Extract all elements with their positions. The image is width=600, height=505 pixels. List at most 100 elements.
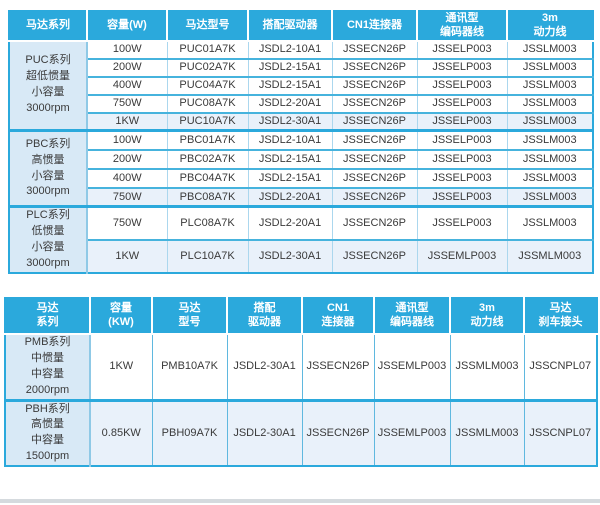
data-cell: JSDL2-15A1 <box>247 57 332 77</box>
series-cell: PUC系列 超低惯量 小容量 3000rpm <box>9 39 88 131</box>
data-cell: JSDL2-20A1 <box>247 186 332 207</box>
data-cell: 100W <box>86 129 167 150</box>
table-row: PBC系列 高惯量 小容量 3000rpm 100W PBC01A7K JSDL2-1… <box>9 129 593 207</box>
table-row: PLC系列 低惯量 小容量 3000rpm 750W PLC08A7K JSDL2-2… <box>9 204 593 273</box>
data-cell: JSDL2-10A1 <box>247 129 332 150</box>
column-header: 通讯型 编码器线 <box>416 11 507 42</box>
data-cell: 750W <box>86 186 167 207</box>
data-cell: 0.85KW <box>89 398 152 467</box>
series-cell: PMB系列 中惯量 中容量 2000rpm <box>5 332 91 400</box>
medium-capacity-motor-spec-table: 马达 系列 容量 (KW) 马达 型号 搭配 驱动器 CN1 连接器 通讯型 编码器线 3m… <box>4 296 598 468</box>
data-cell: JSSELP003 <box>416 75 507 95</box>
data-cell: JSSECN26P <box>331 57 417 77</box>
data-cell: JSDL2-15A1 <box>247 148 332 169</box>
data-cell: JSSELP003 <box>416 57 507 77</box>
data-cell: JSDL2-20A1 <box>247 204 332 240</box>
data-cell: JSSLM003 <box>506 167 593 188</box>
data-cell: JSSMLM003 <box>449 332 524 400</box>
table-row: PMB系列 中惯量 中容量 2000rpm 1KW PMB10A7K JSDL2-30… <box>5 332 597 400</box>
data-cell: JSSLM003 <box>506 93 593 113</box>
column-header: 3m 动力线 <box>449 297 524 335</box>
table2-header-row: 马达 系列 容量 (KW) 马达 型号 搭配 驱动器 CN1 连接器 通讯型 编码器线 3m… <box>5 297 597 335</box>
data-cell: 200W <box>86 148 167 169</box>
data-cell: JSSECN26P <box>331 186 417 207</box>
table-row: 400W PUC04A7K JSDL2-15A1 JSSECN26P JSSELP003… <box>9 75 593 95</box>
column-header: 容量(W) <box>86 11 167 42</box>
table-row: 1KW PLC10A7K JSDL2-30A1 JSSECN26P JSSEMLP003… <box>9 238 593 273</box>
data-cell: JSDL2-30A1 <box>226 398 302 467</box>
data-cell: JSSECN26P <box>331 204 417 240</box>
data-cell: JSSELP003 <box>416 204 507 240</box>
data-cell: JSSECN26P <box>331 39 417 59</box>
data-cell: JSSLM003 <box>506 57 593 77</box>
data-cell: PLC10A7K <box>166 238 248 273</box>
column-header: 容量 (KW) <box>89 297 152 335</box>
table-row: 750W PUC08A7K JSDL2-20A1 JSSECN26P JSSELP003… <box>9 93 593 113</box>
bottom-edge-shadow <box>0 499 600 503</box>
data-cell: JSDL2-15A1 <box>247 75 332 95</box>
data-cell: JSDL2-15A1 <box>247 167 332 188</box>
column-header: CN1连接器 <box>331 11 417 42</box>
data-cell: JSSECN26P <box>331 93 417 113</box>
table-row: 400W PBC04A7K JSDL2-15A1 JSSECN26P JSSELP003… <box>9 167 593 188</box>
column-header: 马达 型号 <box>151 297 227 335</box>
data-cell: JSSCNPL07 <box>523 332 597 400</box>
data-cell: 750W <box>86 93 167 113</box>
data-cell: JSSLM003 <box>506 148 593 169</box>
data-cell: JSSMLM003 <box>449 398 524 467</box>
data-cell: PLC08A7K <box>166 204 248 240</box>
column-header: 搭配驱动器 <box>247 11 332 42</box>
column-header: 马达 刹车接头 <box>523 297 597 335</box>
table-row: 200W PUC02A7K JSDL2-15A1 JSSECN26P JSSELP003… <box>9 57 593 77</box>
data-cell: JSSELP003 <box>416 93 507 113</box>
table2-body: PMB系列 中惯量 中容量 2000rpm 1KW PMB10A7K JSDL2-30… <box>5 332 597 467</box>
series-cell: PBC系列 高惯量 小容量 3000rpm <box>9 129 88 207</box>
data-cell: JSSECN26P <box>331 111 417 131</box>
data-cell: JSSECN26P <box>301 332 374 400</box>
data-cell: JSSECN26P <box>331 148 417 169</box>
data-cell: JSSLM003 <box>506 39 593 59</box>
data-cell: PBC04A7K <box>166 167 248 188</box>
data-cell: PUC04A7K <box>166 75 248 95</box>
data-cell: PBC01A7K <box>166 129 248 150</box>
data-cell: JSSELP003 <box>416 186 507 207</box>
data-cell: PBC08A7K <box>166 186 248 207</box>
data-cell: JSSECN26P <box>331 238 417 273</box>
data-cell: JSSLM003 <box>506 75 593 95</box>
table-row: PBH系列 高惯量 中容量 1500rpm 0.85KW PBH09A7K JSDL2… <box>5 398 597 467</box>
data-cell: JSDL2-30A1 <box>247 111 332 131</box>
motor-spec-page: 马达系列 容量(W) 马达型号 搭配驱动器 CN1连接器 通讯型 编码器线 3m 动力线 P… <box>0 10 600 503</box>
data-cell: PBC02A7K <box>166 148 248 169</box>
data-cell: 200W <box>86 57 167 77</box>
data-cell: 400W <box>86 75 167 95</box>
small-capacity-motor-spec-table: 马达系列 容量(W) 马达型号 搭配驱动器 CN1连接器 通讯型 编码器线 3m 动力线 P… <box>8 10 594 274</box>
data-cell: 1KW <box>86 238 167 273</box>
table-row: 1KW PUC10A7K JSDL2-30A1 JSSECN26P JSSELP003 J… <box>9 111 593 131</box>
data-cell: PUC08A7K <box>166 93 248 113</box>
data-cell: JSSEMLP003 <box>416 238 507 273</box>
series-cell: PLC系列 低惯量 小容量 3000rpm <box>9 204 88 273</box>
data-cell: PMB10A7K <box>151 332 227 400</box>
data-cell: 1KW <box>86 111 167 131</box>
data-cell: JSSELP003 <box>416 167 507 188</box>
data-cell: JSSEMLP003 <box>373 332 450 400</box>
column-header: 3m 动力线 <box>506 11 593 42</box>
data-cell: PBH09A7K <box>151 398 227 467</box>
data-cell: JSSMLM003 <box>506 238 593 273</box>
data-cell: JSDL2-30A1 <box>247 238 332 273</box>
series-cell: PBH系列 高惯量 中容量 1500rpm <box>5 398 91 467</box>
data-cell: JSDL2-10A1 <box>247 39 332 59</box>
data-cell: JSSLM003 <box>506 129 593 150</box>
data-cell: JSSLM003 <box>506 186 593 207</box>
table1-body: PUC系列 超低惯量 小容量 3000rpm 100W PUC01A7K JSDL2-… <box>9 39 593 273</box>
column-header: 马达系列 <box>9 11 87 42</box>
data-cell: JSSCNPL07 <box>523 398 597 467</box>
data-cell: 100W <box>86 39 167 59</box>
column-header: 马达 系列 <box>5 297 90 335</box>
data-cell: JSDL2-20A1 <box>247 93 332 113</box>
data-cell: JSSECN26P <box>301 398 374 467</box>
data-cell: 750W <box>86 204 167 240</box>
data-cell: JSSLM003 <box>506 111 593 131</box>
data-cell: PUC02A7K <box>166 57 248 77</box>
data-cell: JSSEMLP003 <box>373 398 450 467</box>
